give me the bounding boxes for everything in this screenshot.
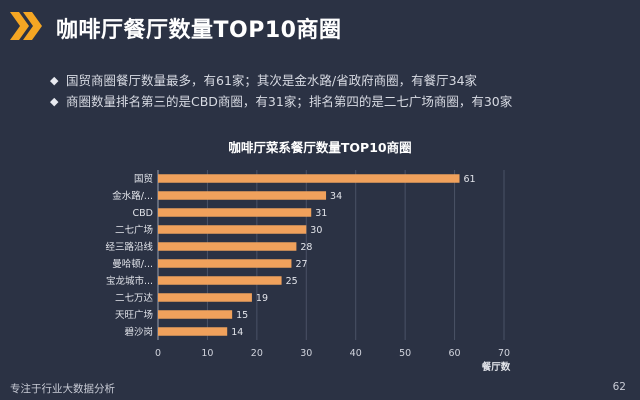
- data-label: 31: [315, 208, 327, 219]
- category-label: 宝龙城市...: [106, 275, 153, 287]
- bar: [158, 242, 296, 251]
- summary-bullet: ◆ 商圈数量排名第三的是CBD商圈，有31家；排名第四的是二七广场商圈，有30家: [50, 91, 512, 112]
- data-label: 30: [310, 225, 322, 236]
- category-label: 国贸: [134, 173, 153, 185]
- footer-tagline: 专注于行业大数据分析: [10, 381, 115, 396]
- category-label: CBD: [133, 208, 153, 219]
- bar: [158, 225, 306, 234]
- chart-title: 咖啡厅菜系餐厅数量TOP10商圈: [228, 140, 411, 155]
- x-tick-label: 60: [449, 348, 461, 359]
- x-tick-label: 20: [251, 348, 263, 359]
- category-label: 天旺广场: [115, 309, 153, 321]
- x-tick-label: 10: [201, 348, 213, 359]
- summary-bullet: ◆ 国贸商圈餐厅数量最多，有61家；其次是金水路/省政府商圈，有餐厅34家: [50, 70, 512, 91]
- data-label: 28: [300, 242, 312, 253]
- summary-text: 国贸商圈餐厅数量最多，有61家；其次是金水路/省政府商圈，有餐厅34家: [66, 73, 477, 88]
- bar: [158, 276, 282, 285]
- x-axis-label: 餐厅数: [481, 361, 511, 373]
- x-tick-label: 0: [155, 348, 161, 359]
- header: 咖啡厅餐厅数量TOP10商圈: [0, 0, 640, 52]
- bar: [158, 310, 232, 319]
- data-label: 14: [231, 327, 243, 338]
- double-chevron-icon: [10, 12, 46, 40]
- diamond-bullet-icon: ◆: [50, 70, 58, 91]
- category-label: 经三路沿线: [105, 241, 153, 253]
- data-label: 25: [286, 276, 298, 287]
- category-label: 二七万达: [115, 292, 154, 304]
- summary-bullets: ◆ 国贸商圈餐厅数量最多，有61家；其次是金水路/省政府商圈，有餐厅34家 ◆ …: [50, 70, 512, 112]
- category-label: 金水路/...: [112, 190, 153, 202]
- data-label: 19: [256, 293, 268, 304]
- bar-chart: 咖啡厅菜系餐厅数量TOP10商圈 0 10 20 30 40 50 60 70 国贸 61 金水路/.…: [0, 128, 640, 378]
- bar: [158, 259, 291, 268]
- bar: [158, 327, 227, 336]
- category-label: 二七广场: [115, 224, 153, 236]
- category-label: 碧沙岗: [124, 326, 153, 338]
- x-tick-label: 50: [399, 348, 411, 359]
- bar: [158, 191, 326, 200]
- bar: [158, 293, 252, 302]
- category-label: 曼哈顿/...: [112, 258, 153, 270]
- data-label: 15: [236, 310, 248, 321]
- data-label: 61: [464, 174, 476, 185]
- x-tick-label: 70: [498, 348, 510, 359]
- data-label: 27: [295, 259, 307, 270]
- bar: [158, 208, 311, 217]
- diamond-bullet-icon: ◆: [50, 91, 58, 112]
- page-title: 咖啡厅餐厅数量TOP10商圈: [56, 12, 341, 44]
- page-number: 62: [613, 381, 626, 393]
- bar: [158, 174, 460, 183]
- summary-text: 商圈数量排名第三的是CBD商圈，有31家；排名第四的是二七广场商圈，有30家: [66, 94, 512, 109]
- x-tick-label: 40: [350, 348, 362, 359]
- x-tick-label: 30: [300, 348, 312, 359]
- data-label: 34: [330, 191, 342, 202]
